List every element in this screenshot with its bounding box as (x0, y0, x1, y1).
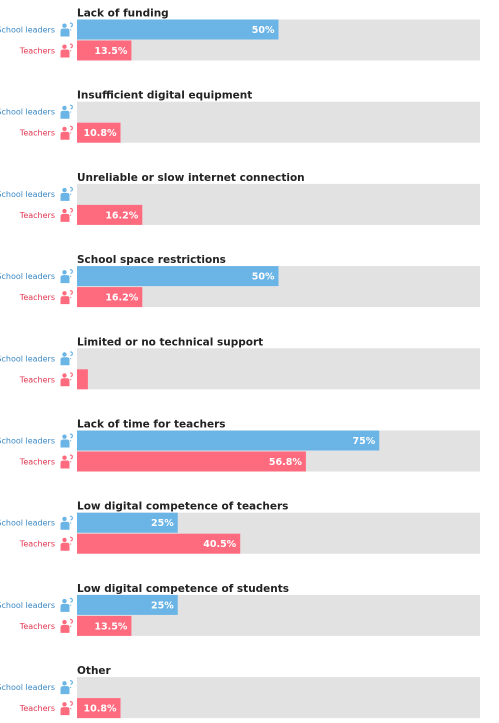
series-label-school-leaders: School leaders (0, 26, 55, 35)
series-label-teachers: Teachers (19, 293, 55, 302)
series-label-school-leaders: School leaders (0, 354, 55, 363)
series-label-teachers: Teachers (19, 211, 55, 220)
data-label-teachers: 40.5% (203, 539, 236, 550)
data-label-school-leaders: 25% (151, 518, 174, 529)
series-label-school-leaders: School leaders (0, 108, 55, 117)
teacher-person-icon (60, 454, 73, 469)
bar-school-leaders (77, 512, 178, 533)
bar-teachers (77, 287, 143, 308)
bar-track (77, 348, 480, 390)
bar-teachers (77, 533, 241, 554)
series-label-teachers: Teachers (19, 704, 55, 713)
data-label-teachers: 10.8% (84, 128, 117, 139)
teacher-person-icon (60, 125, 73, 140)
category-title: Limited or no technical support (77, 336, 263, 348)
teacher-person-icon (60, 207, 73, 222)
data-label-teachers: 10.8% (84, 704, 117, 715)
series-label-teachers: Teachers (19, 622, 55, 631)
category-title: Unreliable or slow internet connection (77, 172, 305, 184)
series-label-teachers: Teachers (19, 47, 55, 56)
bar-teachers (77, 122, 121, 143)
category-title: School space restrictions (77, 254, 226, 266)
bar-school-leaders (77, 594, 178, 615)
category-title: Other (77, 665, 112, 677)
series-label-school-leaders: School leaders (0, 683, 55, 692)
bar-teachers (77, 40, 132, 61)
category-group: School space restrictions School leaders 5… (0, 254, 480, 308)
category-title: Lack of funding (77, 8, 169, 20)
series-label-teachers: Teachers (19, 375, 55, 384)
series-label-school-leaders: School leaders (0, 272, 55, 281)
category-group: Unreliable or slow internet connection Sc… (0, 172, 480, 225)
bar-teachers (77, 615, 132, 636)
category-title: Low digital competence of students (77, 583, 289, 595)
bar-teachers (77, 451, 306, 472)
category-group: Low digital competence of teachers School… (0, 501, 480, 554)
series-label-school-leaders: School leaders (0, 519, 55, 528)
series-label-school-leaders: School leaders (0, 601, 55, 610)
school-leader-person-icon (60, 597, 73, 612)
data-label-teachers: 13.5% (94, 621, 127, 632)
category-group: Other School leaders Teachers 10.8% (0, 665, 480, 719)
teacher-person-icon (60, 701, 73, 716)
series-label-teachers: Teachers (19, 129, 55, 138)
school-leader-person-icon (60, 680, 73, 695)
data-label-teachers: 13.5% (94, 46, 127, 57)
school-leader-person-icon (60, 433, 73, 448)
category-group: Insufficient digital equipment School lea… (0, 90, 480, 143)
category-group: Low digital competence of students School… (0, 583, 480, 636)
teacher-person-icon (60, 372, 73, 387)
school-leader-person-icon (60, 104, 73, 119)
series-label-school-leaders: School leaders (0, 190, 55, 199)
category-group: Lack of time for teachers School leaders 7… (0, 419, 480, 472)
data-label-school-leaders: 50% (252, 25, 275, 36)
teacher-person-icon (60, 43, 73, 58)
category-group: Lack of funding School leaders 50% Teachers… (0, 8, 480, 61)
school-leader-person-icon (60, 515, 73, 530)
series-label-teachers: Teachers (19, 540, 55, 549)
bar-school-leaders (77, 266, 279, 287)
bar-track (77, 183, 480, 225)
bar-teachers (77, 204, 143, 225)
series-label-teachers: Teachers (19, 458, 55, 467)
school-leader-person-icon (60, 186, 73, 201)
data-label-teachers: 16.2% (105, 293, 138, 304)
bar-teachers (77, 698, 121, 719)
category-title: Insufficient digital equipment (77, 90, 252, 102)
bar-school-leaders (77, 19, 279, 40)
teacher-person-icon (60, 618, 73, 633)
bar-school-leaders (77, 430, 380, 451)
category-title: Lack of time for teachers (77, 419, 226, 431)
bar-teachers (77, 369, 88, 390)
teacher-person-icon (60, 290, 73, 305)
category-title: Low digital competence of teachers (77, 501, 288, 513)
school-leader-person-icon (60, 269, 73, 284)
bar-track (77, 101, 480, 143)
data-label-teachers: 16.2% (105, 210, 138, 221)
teacher-person-icon (60, 536, 73, 551)
data-label-teachers: 56.8% (269, 457, 302, 468)
data-label-school-leaders: 75% (353, 436, 376, 447)
data-label-school-leaders: 50% (252, 272, 275, 283)
school-leader-person-icon (60, 22, 73, 37)
bar-track (77, 677, 480, 719)
data-label-school-leaders: 25% (151, 600, 174, 611)
school-leader-person-icon (60, 351, 73, 366)
series-label-school-leaders: School leaders (0, 437, 55, 446)
category-group: Limited or no technical support School le… (0, 336, 480, 390)
